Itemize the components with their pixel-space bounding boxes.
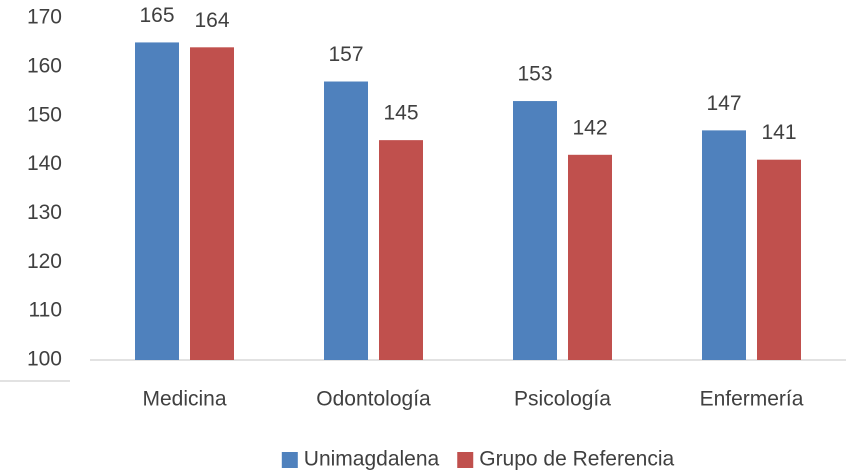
y-tick-label: 110 xyxy=(29,299,62,322)
y-tick-label: 160 xyxy=(27,54,62,77)
y-tick-label: 130 xyxy=(27,201,62,224)
bar xyxy=(702,130,746,360)
data-label: 141 xyxy=(761,121,796,144)
legend-label: Grupo de Referencia xyxy=(479,448,674,471)
legend-item: Unimagdalena xyxy=(281,448,440,471)
x-tick-label: Psicología xyxy=(514,388,611,411)
legend-swatch xyxy=(457,452,474,468)
y-tick-label: 120 xyxy=(27,250,62,273)
legend-label: Unimagdalena xyxy=(304,448,440,471)
bar xyxy=(568,154,612,360)
data-label: 153 xyxy=(517,63,552,86)
data-label: 145 xyxy=(383,102,418,125)
data-label: 164 xyxy=(194,9,229,32)
x-tick-label: Medicina xyxy=(142,388,226,411)
bar xyxy=(379,140,423,360)
y-tick-label: 170 xyxy=(27,6,62,29)
x-tick-label: Enfermería xyxy=(700,388,804,411)
x-tick-label: Odontología xyxy=(316,388,431,411)
y-tick-label: 150 xyxy=(27,103,62,126)
bar xyxy=(190,47,234,361)
bar xyxy=(757,159,801,360)
data-label: 142 xyxy=(572,116,607,139)
y-tick-label: 100 xyxy=(27,348,62,371)
bar xyxy=(135,42,179,361)
legend-swatch xyxy=(281,452,298,468)
bar xyxy=(324,81,368,360)
bar xyxy=(513,101,557,361)
data-label: 147 xyxy=(706,92,741,115)
data-label: 165 xyxy=(139,4,174,27)
data-label: 157 xyxy=(328,43,363,66)
legend-item: Grupo de Referencia xyxy=(457,448,675,471)
y-tick-label: 140 xyxy=(27,152,62,175)
